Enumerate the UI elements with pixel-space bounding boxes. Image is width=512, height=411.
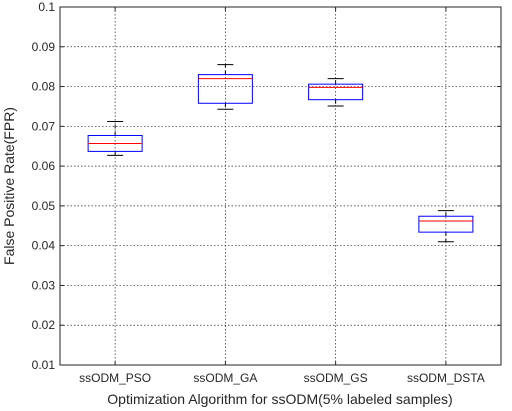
grid-lines [60,7,501,365]
boxes-layer [87,64,474,243]
box-group-ssODM_GA [197,64,253,110]
y-tick-label: 0.1 [38,0,55,14]
plot-area-frame [59,6,502,366]
y-tick-label: 0.05 [32,199,56,213]
x-axis-label: Optimization Algorithm for ssODM(5% labe… [107,391,452,407]
y-tick-label: 0.07 [32,119,56,133]
axis-ticks [60,6,501,366]
iqr-box [418,215,474,233]
iqr-box [308,83,364,101]
y-tick-label: 0.03 [32,278,56,292]
x-tick-label: ssODM_DSTA [407,371,485,385]
box-group-ssODM_DSTA [418,210,474,243]
y-tick-label: 0.02 [32,318,56,332]
y-tick-label: 0.09 [32,40,56,54]
box-group-ssODM_PSO [87,121,143,156]
x-tick-label: ssODM_GA [193,371,257,385]
y-tick-label: 0.01 [32,358,56,372]
y-tick-label: 0.08 [32,80,56,94]
y-tick-label: 0.06 [32,159,56,173]
x-tick-label: ssODM_GS [304,371,368,385]
iqr-box [197,74,253,104]
box-group-ssODM_GS [308,78,364,107]
x-axis-tick-labels: ssODM_PSO ssODM_GA ssODM_GS ssODM_DSTA [79,371,485,385]
y-axis-tick-labels: 0.01 0.02 0.03 0.04 0.05 0.06 0.07 0.08 0.09 0.1 [32,0,56,372]
x-tick-label: ssODM_PSO [79,371,151,385]
y-tick-label: 0.04 [32,239,56,253]
y-axis-label: False Positive Rate(FPR) [1,107,17,265]
